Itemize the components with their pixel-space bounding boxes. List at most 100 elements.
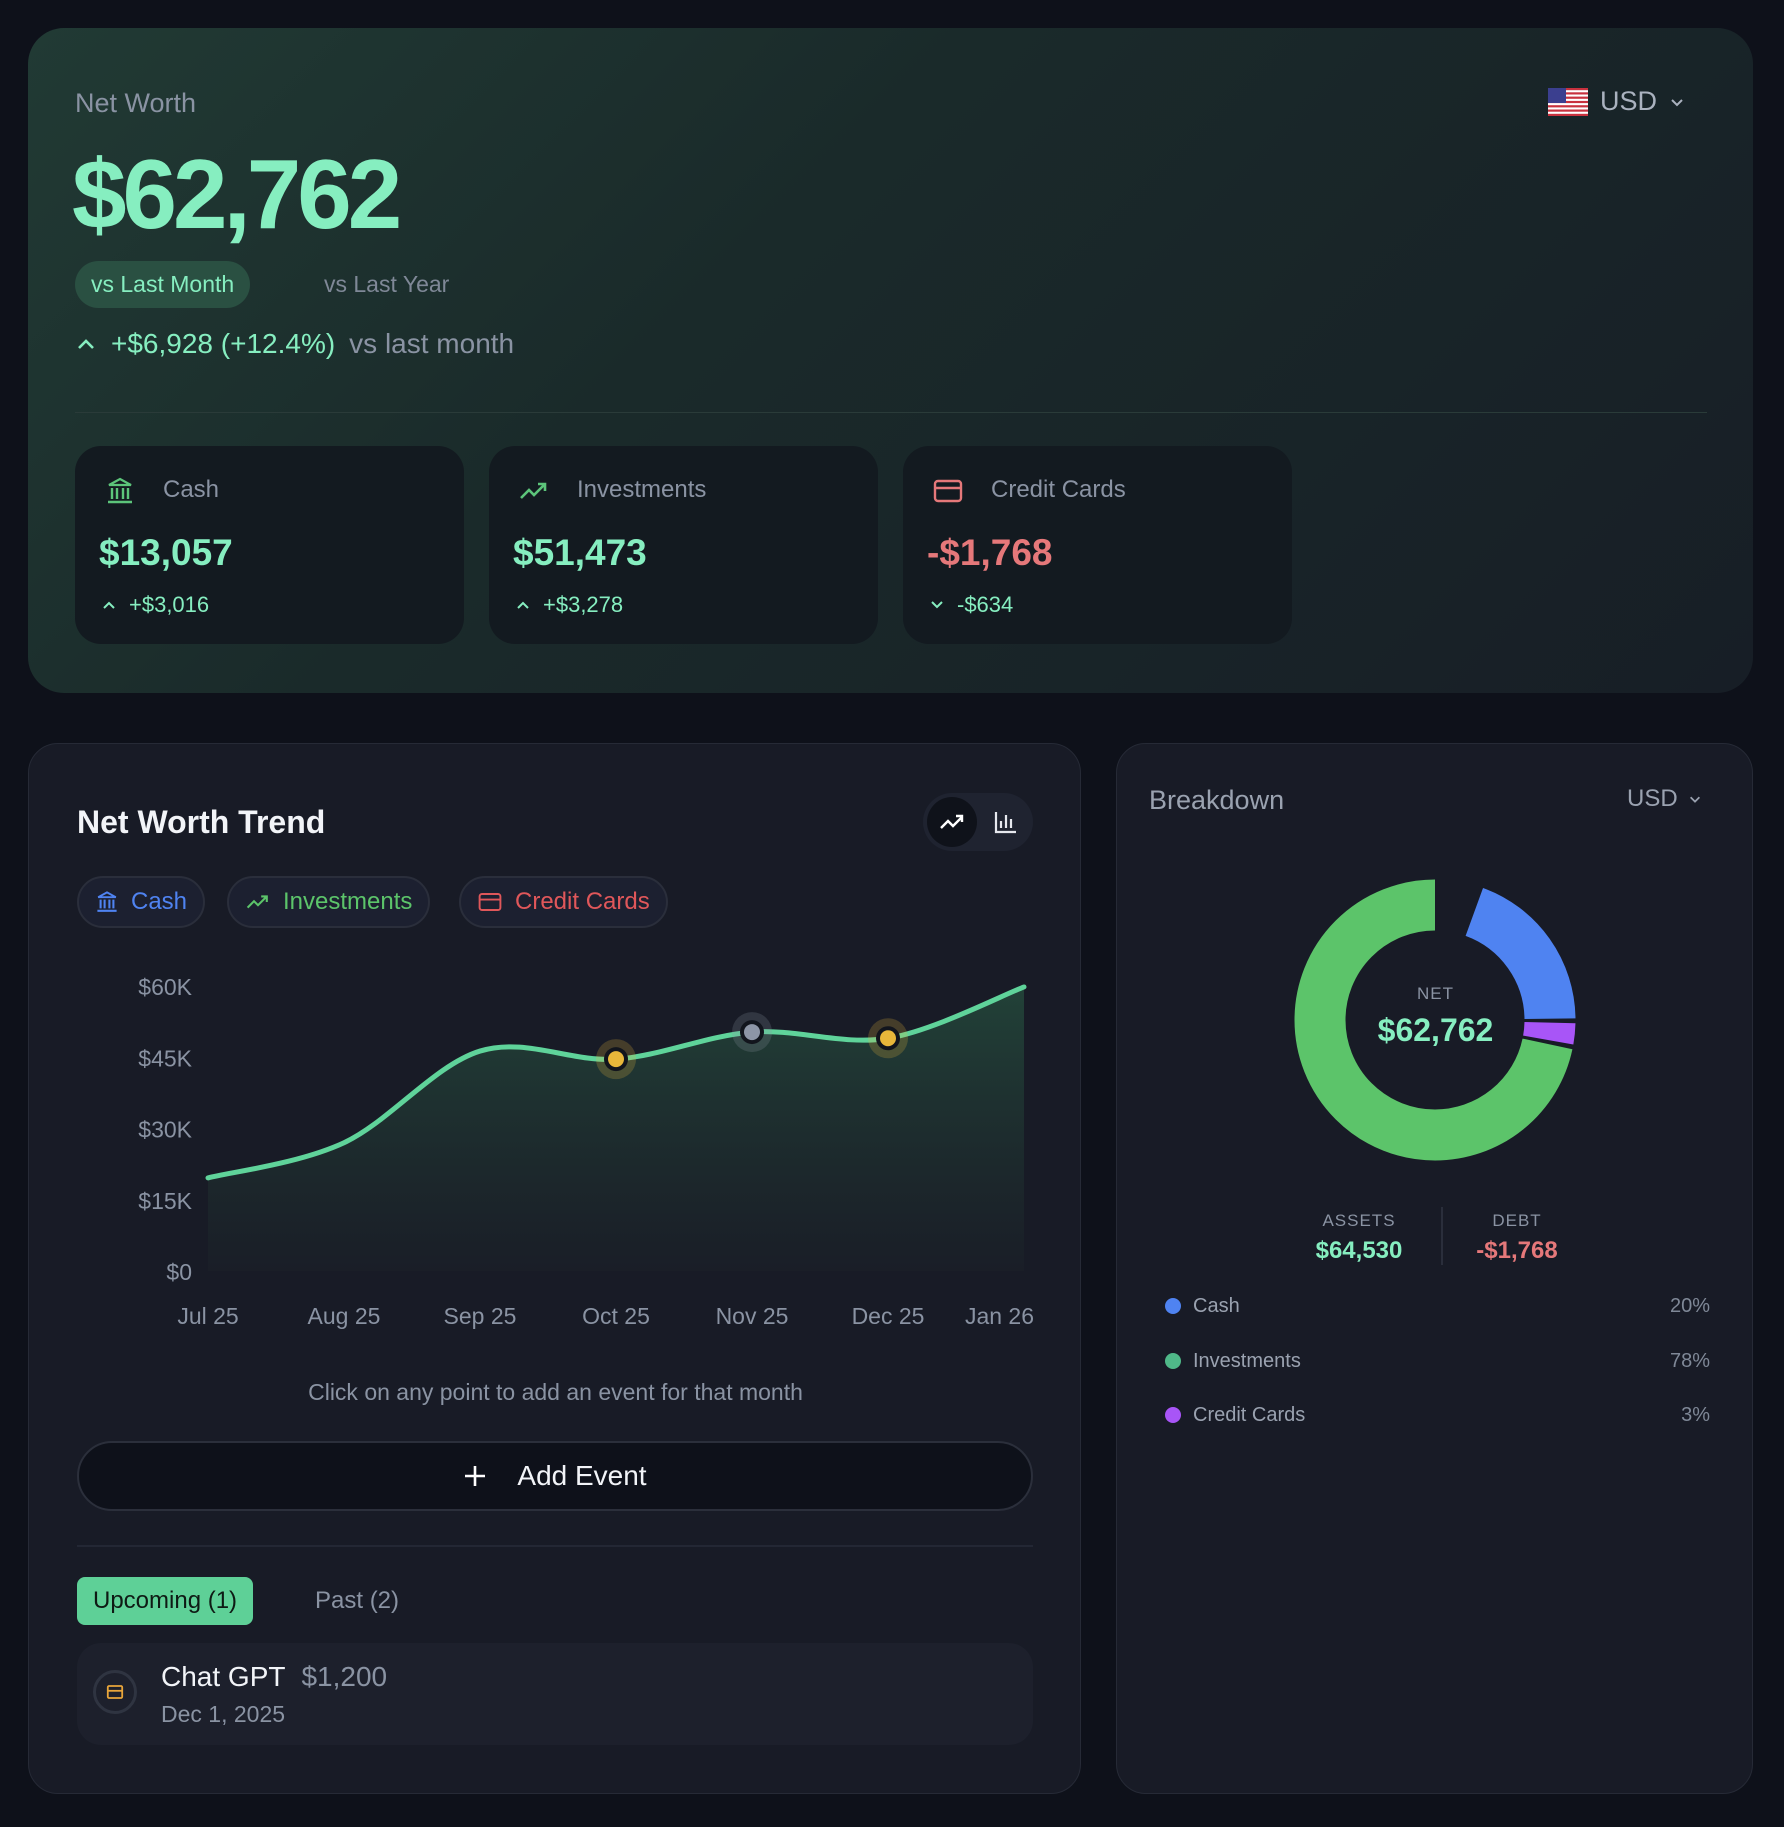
account-card-cash[interactable]: Cash $13,057 +$3,016 <box>75 446 464 644</box>
donut-slice-investments <box>1294 879 1576 1161</box>
legend-label: Credit Cards <box>1193 1403 1306 1426</box>
x-tick-label: Jan 26 <box>965 1303 1034 1329</box>
account-delta: +$3,278 <box>515 592 623 618</box>
tab-upcoming[interactable]: Upcoming (1) <box>77 1577 254 1625</box>
account-card-credit-cards[interactable]: Credit Cards -$1,768 -$634 <box>903 446 1292 644</box>
x-tick-label: Jul 25 <box>177 1303 238 1329</box>
x-tick-label: Nov 25 <box>716 1303 789 1329</box>
filter-chip-investments[interactable]: Investments <box>227 876 431 928</box>
tab-vs-last-year[interactable]: vs Last Year <box>324 271 450 297</box>
event-marker <box>732 1012 772 1053</box>
chevron-down-icon <box>931 601 943 609</box>
credit-card-icon <box>106 1685 124 1699</box>
event-amount: $1,200 <box>301 1661 388 1692</box>
x-tick-label: Aug 25 <box>308 1303 381 1329</box>
account-delta: -$634 <box>929 592 1013 618</box>
legend-percent: 3% <box>1681 1403 1710 1426</box>
legend-dot <box>1165 1407 1181 1423</box>
change-amount: +$6,928 (+12.4%) <box>111 328 336 359</box>
account-card-investments[interactable]: Investments $51,473 +$3,278 <box>489 446 878 644</box>
divider <box>75 412 1707 413</box>
x-tick-label: Oct 25 <box>582 1303 650 1329</box>
event-title: Chat GPT <box>161 1661 286 1692</box>
y-tick-label: $45K <box>138 1045 192 1071</box>
chart-hint: Click on any point to add an event for t… <box>308 1379 803 1405</box>
add-event-label: Add Event <box>517 1460 647 1491</box>
event-icon-badge <box>93 1670 137 1714</box>
credit-card-icon <box>933 479 963 503</box>
x-tick-label: Dec 25 <box>852 1303 925 1329</box>
account-delta: +$3,016 <box>101 592 209 618</box>
event-marker-dot <box>744 1024 760 1041</box>
assets-value: $64,530 <box>1315 1237 1403 1264</box>
legend-label: Investments <box>1193 1349 1301 1372</box>
legend-item-investments: Investments 78% <box>1165 1346 1710 1376</box>
filter-chip-cash[interactable]: Cash <box>77 876 206 928</box>
account-value: $13,057 <box>99 532 233 573</box>
legend-dot <box>1165 1353 1181 1369</box>
account-value: $51,473 <box>513 532 647 573</box>
donut-center-value: $62,762 <box>1377 1012 1494 1048</box>
currency-code: USD <box>1627 785 1678 812</box>
debt-value: -$1,768 <box>1476 1237 1558 1264</box>
legend-item-cash: Cash 20% <box>1165 1291 1710 1321</box>
legend-percent: 78% <box>1669 1349 1710 1372</box>
delta-text: +$3,278 <box>543 592 624 617</box>
delta-text: -$634 <box>957 592 1014 617</box>
legend-label: Cash <box>1193 1294 1240 1317</box>
breakdown-card: Breakdown USD NET $62,762 ASSETS $64,530… <box>1116 743 1753 1794</box>
line-view-button[interactable] <box>927 797 977 847</box>
event-marker-dot <box>880 1030 896 1047</box>
y-tick-label: $30K <box>138 1117 192 1143</box>
net-worth-change: +$6,928 (+12.4%) vs last month <box>75 328 514 360</box>
net-worth-trend-card: Net Worth Trend Cash Investments Credit … <box>28 743 1081 1794</box>
account-label: Credit Cards <box>991 476 1126 503</box>
bar-view-button[interactable] <box>983 797 1029 847</box>
bar-chart-icon <box>994 812 1016 834</box>
chart-view-toggle <box>923 793 1033 851</box>
chevron-down-icon <box>1671 98 1683 106</box>
tab-vs-last-month[interactable]: vs Last Month <box>75 261 251 308</box>
debt-summary: DEBT -$1,768 <box>1427 1211 1607 1265</box>
x-tick-label: Sep 25 <box>444 1303 517 1329</box>
event-list-item[interactable]: Chat GPT $1,200 Dec 1, 2025 <box>77 1643 1033 1745</box>
assets-summary: ASSETS $64,530 <box>1269 1211 1449 1265</box>
trend-area <box>208 986 1024 1271</box>
legend-item-credit-cards: Credit Cards 3% <box>1165 1400 1710 1430</box>
y-tick-label: $60K <box>138 974 192 1000</box>
legend-dot <box>1165 1298 1181 1314</box>
divider <box>1441 1207 1443 1265</box>
currency-code: USD <box>1600 86 1658 116</box>
divider <box>77 1545 1033 1547</box>
event-marker <box>596 1039 636 1080</box>
add-event-button[interactable]: Add Event <box>77 1441 1033 1511</box>
chip-label: Cash <box>131 888 188 915</box>
currency-selector[interactable]: USD <box>1548 86 1685 117</box>
breakdown-donut-chart <box>1294 879 1576 1161</box>
breakdown-title: Breakdown <box>1149 785 1285 815</box>
delta-text: +$3,016 <box>129 592 210 617</box>
donut-center-label: NET <box>1417 984 1454 1003</box>
filter-chip-credit-cards[interactable]: Credit Cards <box>459 876 668 928</box>
breakdown-currency-selector[interactable]: USD <box>1627 785 1702 813</box>
y-tick-label: $0 <box>166 1259 192 1285</box>
tab-past[interactable]: Past (2) <box>315 1587 400 1614</box>
trend-title: Net Worth Trend <box>77 804 326 840</box>
y-tick-label: $15K <box>138 1188 192 1214</box>
net-worth-trend-chart[interactable]: $60K $45K $30K $15K $0 Jul 25 Aug 25 Sep 25 Oct … <box>29 744 1082 1344</box>
event-date: Dec 1, 2025 <box>161 1701 286 1727</box>
plus-icon <box>465 1466 486 1486</box>
event-marker-dot <box>608 1051 624 1068</box>
change-suffix: vs last month <box>349 328 515 359</box>
chip-label: Investments <box>283 888 413 915</box>
account-label: Investments <box>577 476 707 503</box>
trending-up-icon <box>520 482 547 499</box>
chevron-up-icon <box>103 601 115 609</box>
trending-up-icon <box>940 814 964 829</box>
chevron-up-icon <box>517 601 529 609</box>
chip-label: Credit Cards <box>515 888 650 915</box>
credit-card-icon <box>478 893 502 911</box>
bank-icon <box>108 477 132 504</box>
trending-up-icon <box>246 895 268 909</box>
debt-label: DEBT <box>1492 1211 1542 1230</box>
